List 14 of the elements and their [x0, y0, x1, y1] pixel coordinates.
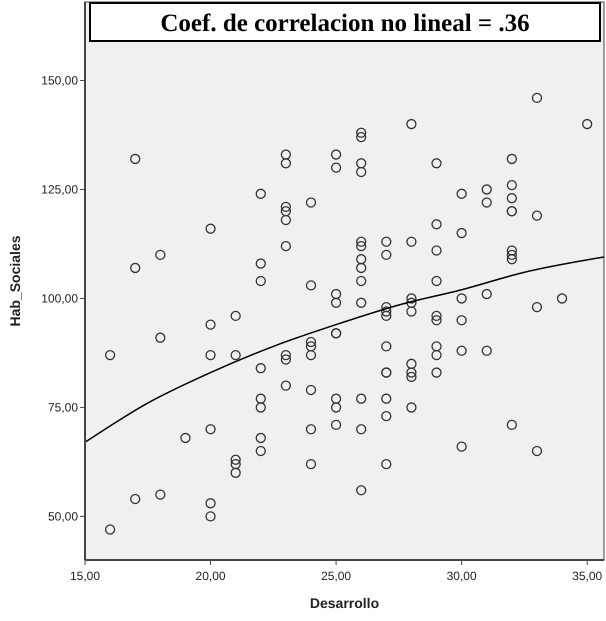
y-tick-label: 50,00: [48, 510, 78, 524]
y-tick-label: 75,00: [48, 400, 78, 415]
y-tick-label: 100,00: [41, 292, 78, 306]
x-axis-title: Desarrollo: [310, 595, 380, 611]
y-tick-label: 125,00: [41, 182, 78, 197]
x-tick-label: 30,00: [446, 569, 477, 583]
y-tick-label: 150,00: [41, 74, 78, 88]
x-tick-label: 35,00: [572, 569, 603, 583]
y-axis-title: Hab_Sociales: [7, 235, 23, 327]
line-series: [85, 256, 604, 444]
x-tick-label: 25,00: [321, 569, 352, 583]
chart-title: Coef. de correlacion no lineal = .36: [160, 10, 530, 37]
x-tick-label: 20,00: [196, 569, 226, 583]
x-tick-label: 15,00: [70, 569, 100, 583]
